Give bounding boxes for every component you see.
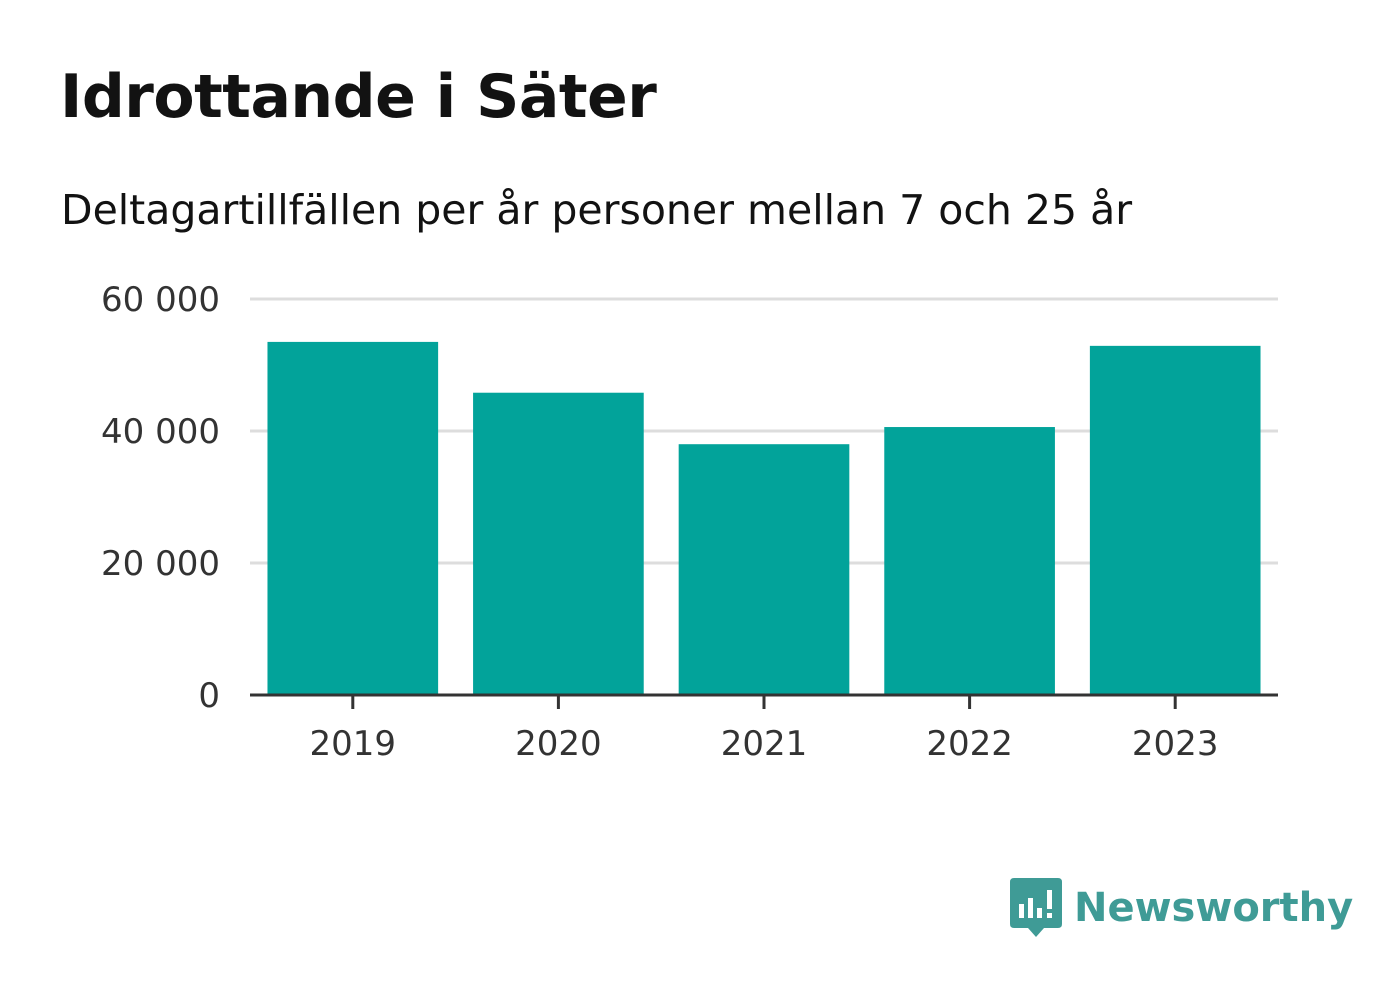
- x-tick-label: 2022: [926, 724, 1013, 764]
- y-tick-label: 20 000: [101, 544, 220, 584]
- y-tick-label: 0: [198, 676, 220, 716]
- x-tick-label: 2020: [515, 724, 602, 764]
- x-axis-labels: 2019 2020 2021 2022 2023: [310, 724, 1219, 764]
- newsworthy-logo-icon: [1010, 878, 1062, 937]
- bar-2020: [473, 392, 644, 695]
- x-tick-label: 2021: [721, 724, 808, 764]
- bar-2023: [1089, 345, 1261, 695]
- bar-2019: [267, 341, 439, 695]
- newsworthy-logo-text: Newsworthy: [1074, 885, 1354, 931]
- y-tick-label: 60 000: [101, 280, 220, 320]
- newsworthy-logo: Newsworthy: [1010, 878, 1353, 938]
- y-tick-label: 40 000: [101, 412, 220, 452]
- bar-2021: [678, 444, 850, 695]
- x-axis: [250, 693, 1278, 709]
- x-tick-label: 2019: [310, 724, 397, 764]
- bars: [267, 341, 1261, 695]
- x-tick-label: 2023: [1132, 724, 1219, 764]
- bar-2022: [884, 427, 1055, 695]
- y-axis-labels: 0 20 000 40 000 60 000: [101, 280, 220, 716]
- chart-title: Idrottande i Säter: [60, 62, 657, 132]
- chart-subtitle: Deltagartillfällen per år personer mella…: [61, 186, 1133, 234]
